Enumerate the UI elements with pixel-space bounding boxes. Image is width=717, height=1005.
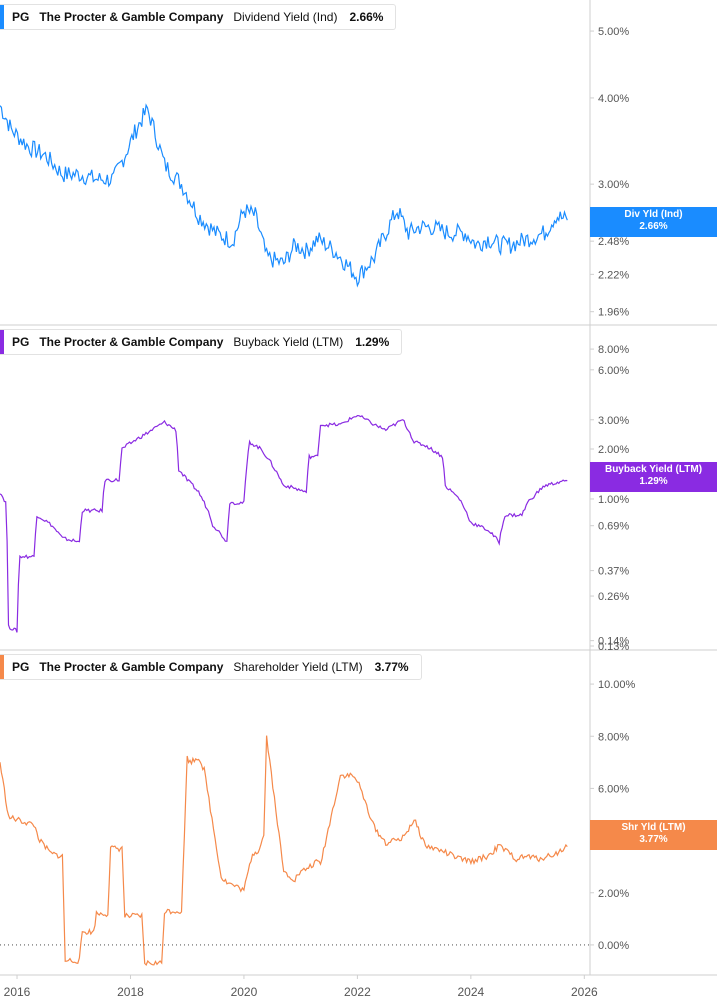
y-tick-label: 6.00% bbox=[598, 365, 629, 377]
y-tick-label: 0.69% bbox=[598, 521, 629, 533]
x-tick-label: 2024 bbox=[458, 985, 485, 999]
flag-label: Buyback Yield (LTM) bbox=[604, 464, 703, 475]
y-tick-label: 3.00% bbox=[598, 179, 629, 191]
series-line bbox=[0, 103, 568, 288]
legend-dividend-yield[interactable]: PG The Procter & Gamble Company Dividend… bbox=[0, 4, 397, 30]
legend-buyback-yield[interactable]: PG The Procter & Gamble Company Buyback … bbox=[0, 329, 403, 355]
flag-value: 3.77% bbox=[639, 834, 668, 845]
legend-color-bar bbox=[0, 330, 4, 354]
y-tick-label: 8.00% bbox=[598, 344, 629, 356]
legend-company: The Procter & Gamble Company bbox=[39, 660, 224, 674]
y-tick-label: 0.00% bbox=[598, 940, 629, 952]
x-tick-label: 2022 bbox=[344, 985, 371, 999]
dividend-yield-price-flag: Div Yld (Ind) 2.66% bbox=[590, 207, 717, 237]
y-tick-label: 8.00% bbox=[598, 731, 629, 743]
flag-label: Div Yld (Ind) bbox=[624, 209, 683, 220]
legend-company: The Procter & Gamble Company bbox=[39, 335, 224, 349]
series-line bbox=[0, 735, 568, 966]
shareholder-yield-price-flag: Shr Yld (LTM) 3.77% bbox=[590, 820, 717, 850]
y-tick-label: 2.00% bbox=[598, 444, 629, 456]
x-tick-label: 2016 bbox=[4, 985, 31, 999]
y-tick-label: 1.00% bbox=[598, 494, 629, 506]
flag-value: 1.29% bbox=[639, 476, 668, 487]
y-tick-label: 1.96% bbox=[598, 307, 629, 319]
legend-metric: Buyback Yield (LTM) bbox=[233, 335, 344, 349]
series-line bbox=[0, 414, 568, 633]
legend-color-bar bbox=[0, 5, 4, 29]
y-tick-label: 4.00% bbox=[598, 93, 629, 105]
legend-ticker: PG bbox=[12, 10, 30, 24]
legend-shareholder-yield[interactable]: PG The Procter & Gamble Company Sharehol… bbox=[0, 654, 422, 680]
y-tick-label: 0.13% bbox=[598, 641, 629, 653]
y-tick-label: 0.14% bbox=[598, 636, 629, 648]
y-tick-label: 0.26% bbox=[598, 591, 629, 603]
flag-label: Shr Yld (LTM) bbox=[621, 822, 686, 833]
y-tick-label: 5.00% bbox=[598, 26, 629, 38]
y-tick-label: 3.00% bbox=[598, 415, 629, 427]
y-tick-label: 0.37% bbox=[598, 566, 629, 578]
y-tick-label: 6.00% bbox=[598, 783, 629, 795]
legend-value: 1.29% bbox=[355, 335, 390, 349]
legend-color-bar bbox=[0, 655, 4, 679]
x-tick-label: 2018 bbox=[117, 985, 144, 999]
y-tick-label: 2.22% bbox=[598, 269, 629, 281]
flag-value: 2.66% bbox=[639, 221, 668, 232]
legend-metric: Dividend Yield (Ind) bbox=[233, 10, 338, 24]
legend-company: The Procter & Gamble Company bbox=[39, 10, 224, 24]
legend-ticker: PG bbox=[12, 660, 30, 674]
x-tick-label: 2020 bbox=[231, 985, 258, 999]
legend-value: 2.66% bbox=[349, 10, 384, 24]
y-tick-label: 10.00% bbox=[598, 679, 636, 691]
buyback-yield-price-flag: Buyback Yield (LTM) 1.29% bbox=[590, 462, 717, 492]
legend-value: 3.77% bbox=[374, 660, 409, 674]
legend-metric: Shareholder Yield (LTM) bbox=[233, 660, 363, 674]
x-tick-label: 2026 bbox=[571, 985, 598, 999]
y-tick-label: 2.00% bbox=[598, 888, 629, 900]
legend-ticker: PG bbox=[12, 335, 30, 349]
y-tick-label: 2.48% bbox=[598, 236, 629, 248]
